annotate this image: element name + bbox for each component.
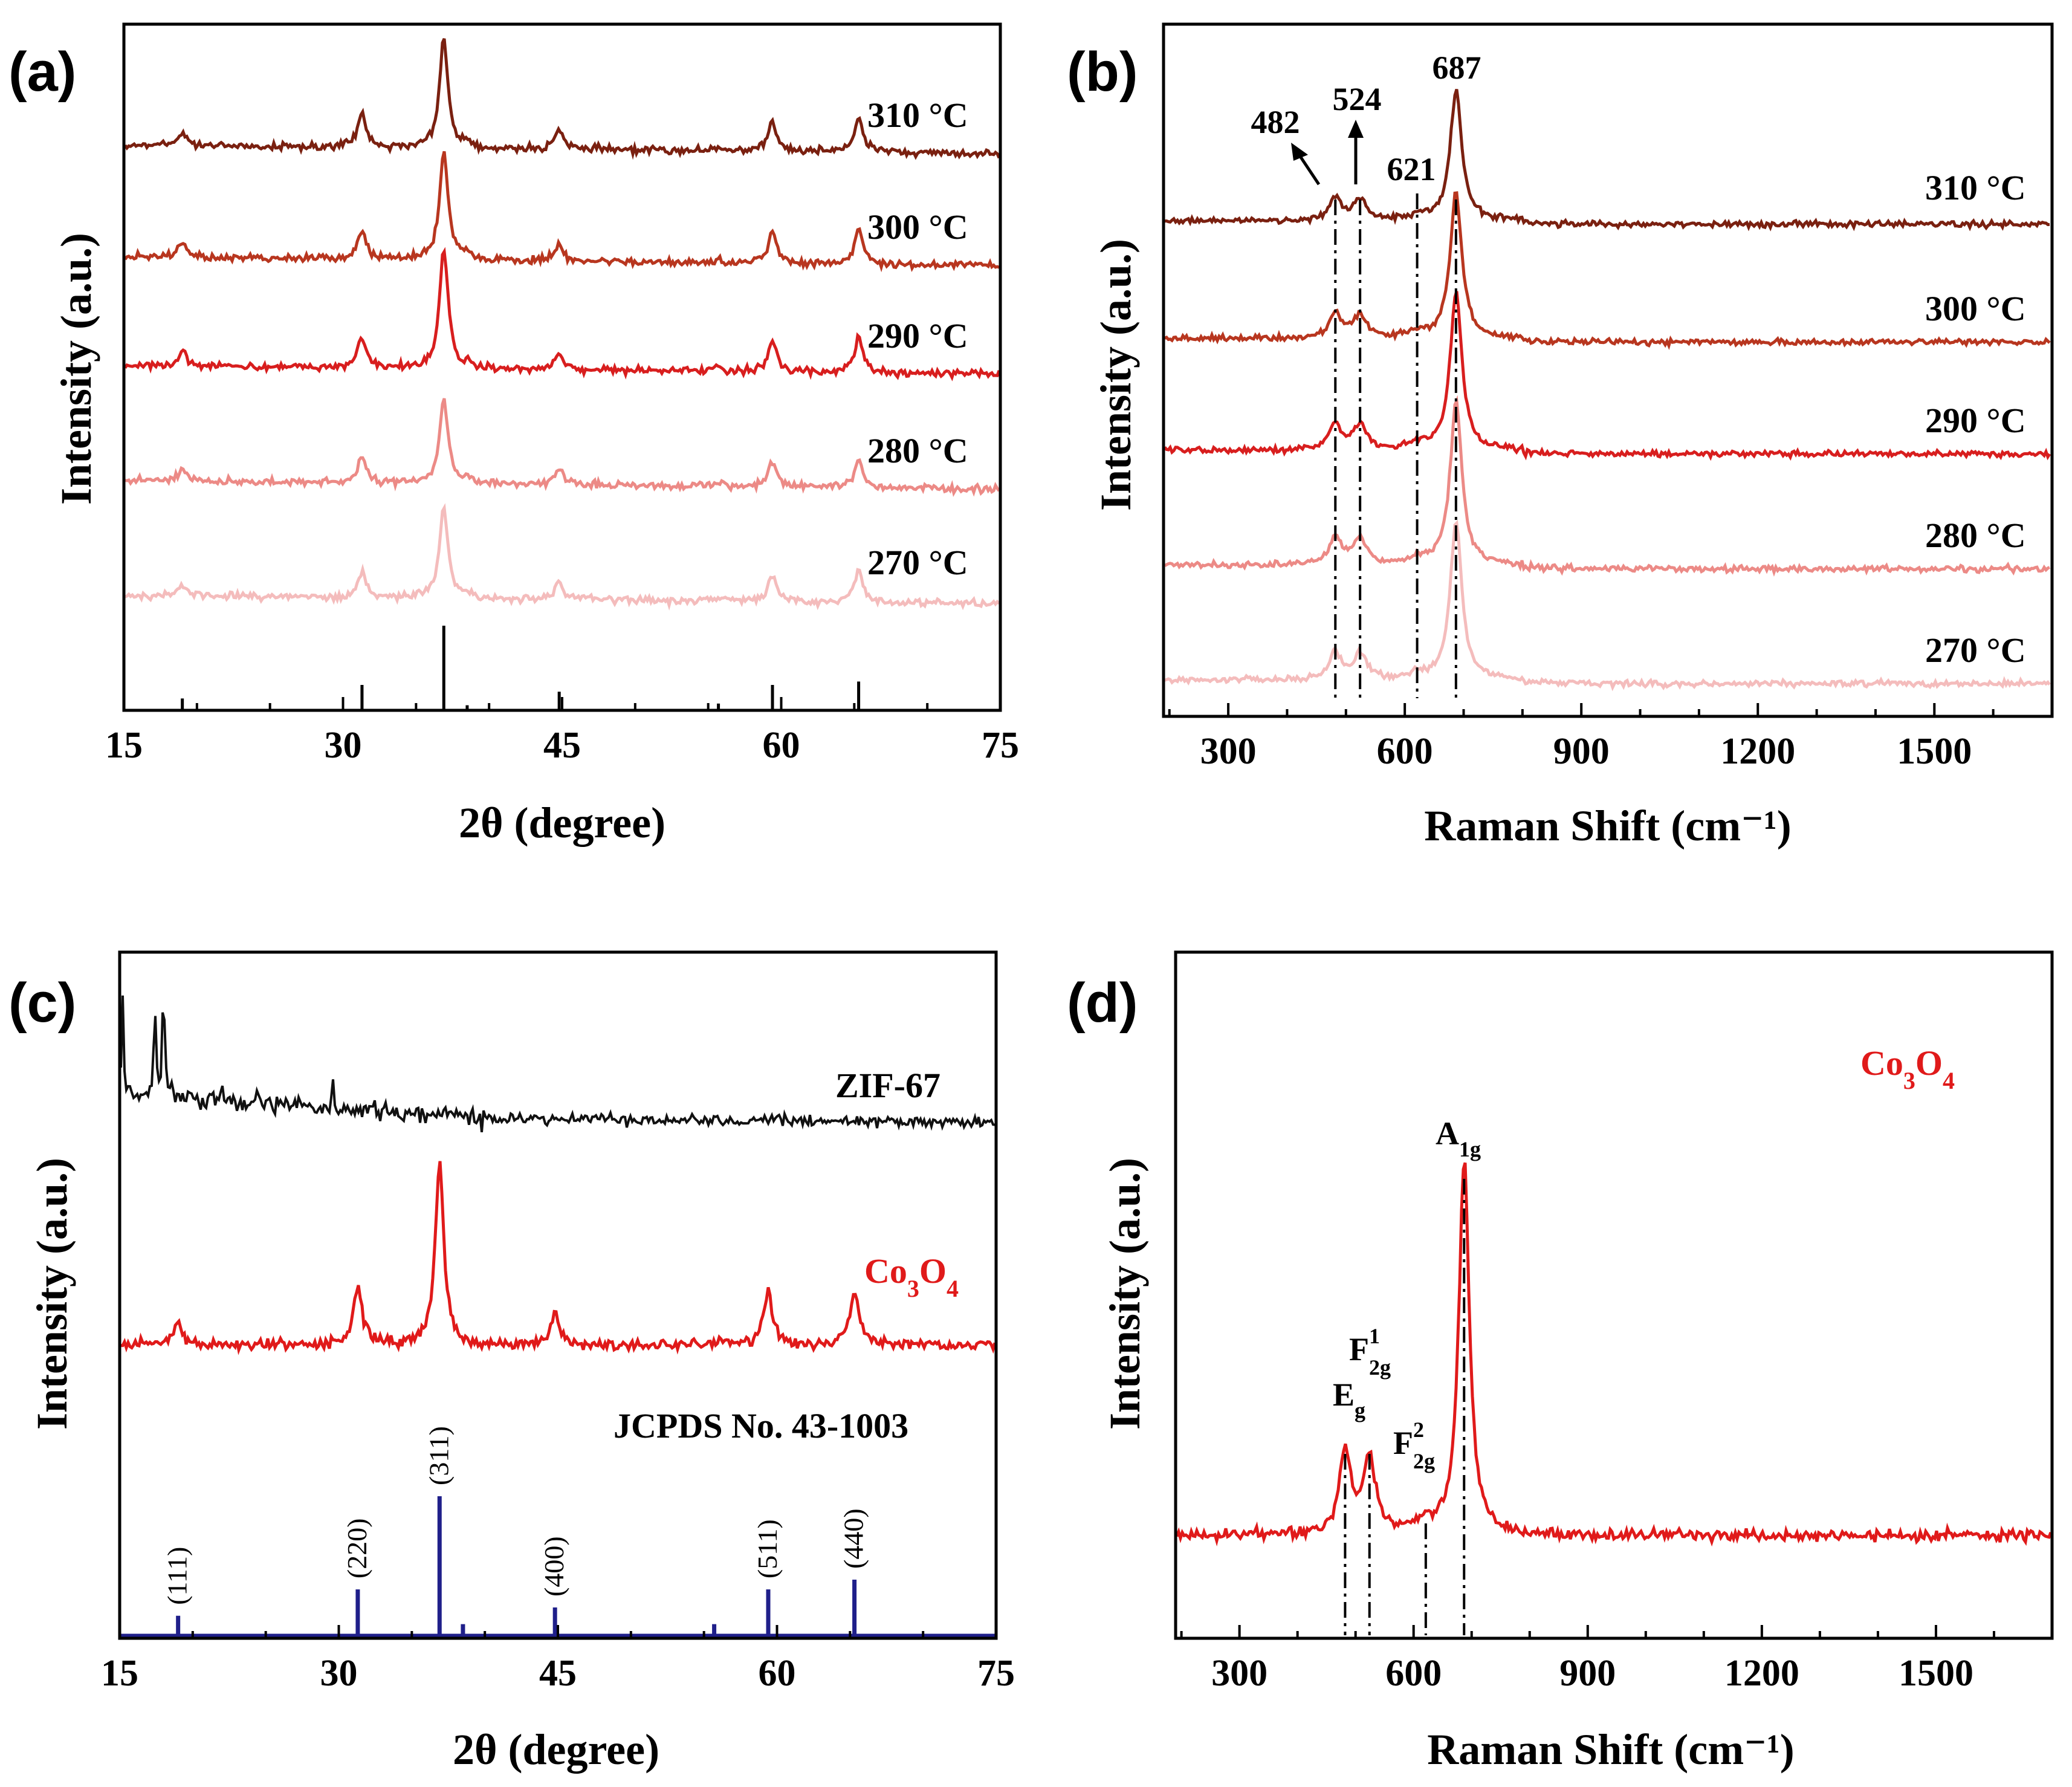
hkl-label: (220) [342, 1518, 372, 1578]
panel-a-y-axis-title: Intensity (a.u.) [52, 233, 100, 505]
panel-c-y-axis-title: Intensity (a.u.) [28, 1158, 76, 1430]
xrd-series-line [123, 247, 1001, 381]
x-tick-label: 60 [759, 1653, 796, 1694]
raman-series-line [1164, 291, 2051, 461]
panel-a-label-310: 310 °C [867, 96, 968, 135]
xrd-series-line [123, 151, 1000, 273]
panel-c-label-zif67: ZIF-67 [835, 1066, 940, 1105]
panel-b-raman: (b) 300 600 900 1200 1500 Raman Shift (cm⁻¹)… [1067, 22, 2054, 850]
panel-d-letter: (d) [1067, 972, 1138, 1034]
panel-c-label-jcpds: JCPDS No. 43-1003 [614, 1406, 908, 1445]
x-tick-label: 300 [1211, 1653, 1267, 1694]
panel-a-x-ticks: 15 30 45 60 75 [105, 697, 1019, 766]
raman-mode-label: F1 2g [1349, 1324, 1391, 1380]
panel-c-x-axis-title: 2θ (degree) [453, 1725, 659, 1774]
panel-c-xrd: (c) (111) (220) (311) (400) (511) (440) 15 30 4… [8, 950, 1015, 1774]
panel-b-plot-area [1164, 88, 2051, 698]
x-tick-label: 45 [543, 725, 581, 766]
panel-d-y-axis-title: Intensity (a.u.) [1101, 1158, 1149, 1430]
peak-arrow-482 [1291, 143, 1321, 186]
panel-b-label-280: 280 °C [1925, 516, 2026, 555]
x-tick-label: 30 [325, 725, 362, 766]
panel-d-plot-area [1175, 1162, 2053, 1635]
hkl-label: (400) [539, 1536, 569, 1597]
panel-c-letter: (c) [8, 972, 76, 1034]
panel-a-label-300: 300 °C [867, 207, 968, 247]
co3o4-raman-line [1175, 1162, 2053, 1547]
panel-a-plot-area [123, 38, 1001, 710]
panel-b-letter: (b) [1067, 41, 1138, 103]
x-tick-label: 60 [763, 725, 800, 766]
panel-b-x-ticks: 300 600 900 1200 1500 [1168, 703, 2053, 772]
xrd-series-line [123, 38, 1001, 160]
x-tick-label: 300 [1200, 731, 1257, 772]
raman-mode-label: F2 2g [1393, 1418, 1435, 1473]
panel-a-xrd: (a) 15 30 45 60 75 2θ (degree) Intensity (a.… [8, 22, 1019, 847]
peak-label-482: 482 [1251, 104, 1300, 140]
raman-series-line [1164, 88, 2050, 232]
x-tick-label: 1500 [1897, 731, 1972, 772]
panel-b-series-labels: 310 °C 300 °C 290 °C 280 °C 270 °C [1925, 168, 2026, 670]
x-tick-label: 900 [1553, 731, 1610, 772]
x-tick-label: 15 [101, 1653, 138, 1694]
panel-a-label-270: 270 °C [867, 543, 968, 582]
raman-mode-label: Eg [1333, 1377, 1365, 1422]
raman-series-line [1164, 191, 2051, 350]
x-tick-label: 45 [539, 1653, 577, 1694]
panel-d-x-ticks: 300 600 900 1200 1500 [1180, 1625, 2053, 1694]
zif67-xrd-line [120, 995, 996, 1132]
peak-label-524: 524 [1333, 81, 1382, 117]
raman-mode-label: A1g [1436, 1115, 1481, 1161]
panel-a-label-280: 280 °C [867, 431, 968, 470]
panel-b-y-axis-title: Intensity (a.u.) [1092, 239, 1140, 511]
hkl-label: (111) [162, 1547, 193, 1605]
panel-a-series-labels: 310 °C 300 °C 290 °C 280 °C 270 °C [867, 96, 968, 582]
panel-b-label-290: 290 °C [1925, 401, 2026, 440]
panel-d-x-axis-title: Raman Shift (cm⁻¹) [1427, 1725, 1795, 1774]
panel-b-x-axis-title: Raman Shift (cm⁻¹) [1424, 802, 1792, 850]
x-tick-label: 600 [1377, 731, 1433, 772]
xrd-series-line [125, 398, 1000, 498]
peak-arrow-524 [1348, 120, 1364, 184]
x-tick-label: 30 [320, 1653, 358, 1694]
x-tick-label: 75 [982, 725, 1019, 766]
panel-b-peak-annotations: 482 524 621 687 [1251, 50, 1481, 187]
panel-a-x-axis-title: 2θ (degree) [459, 799, 665, 847]
raman-series-line [1164, 519, 2051, 692]
panel-d-frame [1174, 950, 2054, 1640]
x-tick-label: 75 [977, 1653, 1015, 1694]
raman-series-line [1164, 395, 2050, 577]
panel-a-letter: (a) [8, 41, 76, 103]
co3o4-xrd-line [121, 1161, 997, 1355]
hkl-label: (311) [423, 1426, 454, 1485]
peak-label-621: 621 [1387, 151, 1436, 187]
panel-b-frame [1162, 22, 2054, 718]
peak-label-687: 687 [1433, 50, 1481, 86]
x-tick-label: 1500 [1899, 1653, 1973, 1694]
panel-c-x-ticks: 15 30 45 60 75 [101, 1625, 1015, 1694]
x-tick-label: 1200 [1724, 1653, 1799, 1694]
x-tick-label: 15 [105, 725, 143, 766]
x-tick-label: 600 [1385, 1653, 1442, 1694]
hkl-label: (440) [838, 1508, 869, 1569]
panel-a-label-290: 290 °C [867, 316, 968, 355]
panel-b-label-300: 300 °C [1925, 289, 2026, 328]
panel-b-label-270: 270 °C [1925, 631, 2026, 670]
xrd-series-line [124, 503, 1000, 611]
panel-b-label-310: 310 °C [1925, 168, 2026, 207]
x-tick-label: 1200 [1720, 731, 1795, 772]
hkl-label: (511) [752, 1519, 783, 1578]
x-tick-label: 900 [1559, 1653, 1616, 1694]
